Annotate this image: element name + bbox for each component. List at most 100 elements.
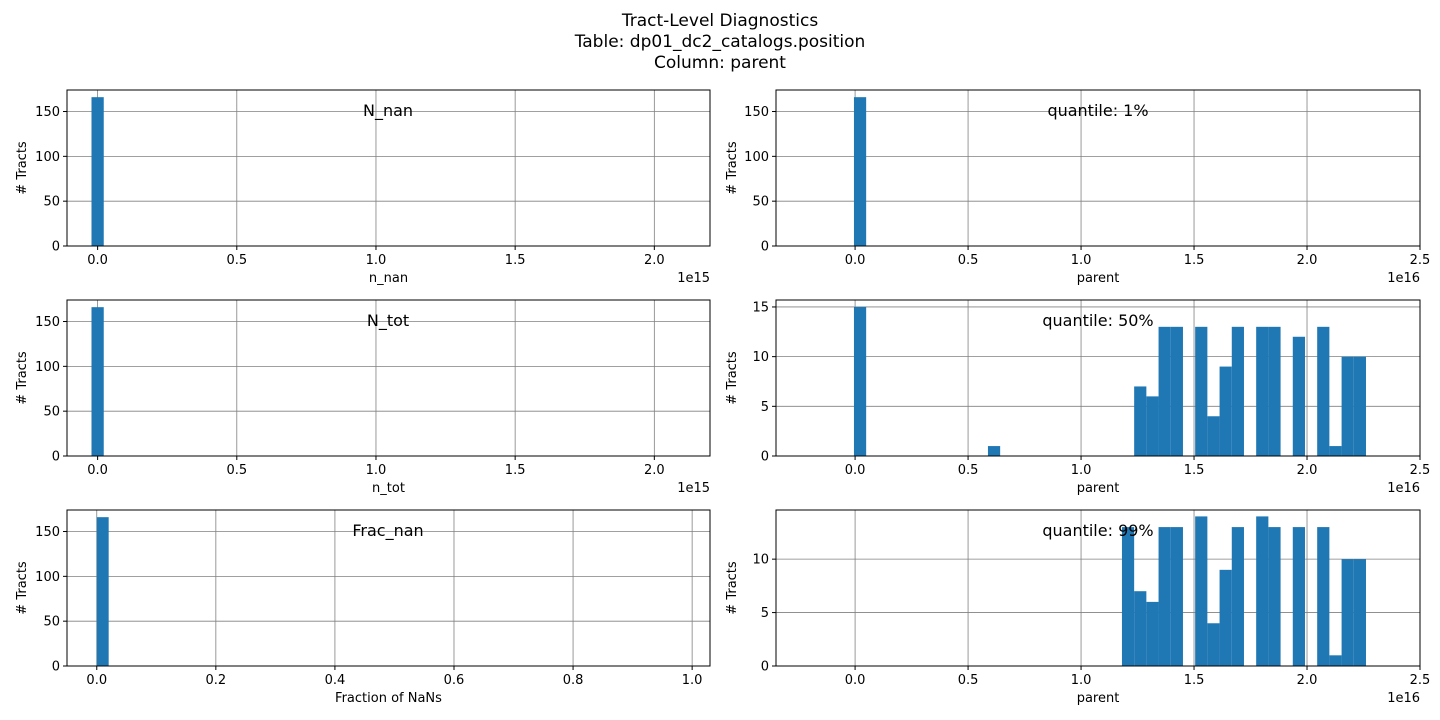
x-tick-label: 2.0 <box>1297 673 1318 688</box>
y-tick-label: 10 <box>752 553 769 568</box>
histogram-bar <box>1268 527 1281 666</box>
x-axis-label: parent <box>1077 481 1120 496</box>
x-tick-label: 0.6 <box>444 673 465 688</box>
histogram-bar <box>1207 416 1220 456</box>
histogram-bar <box>853 97 867 246</box>
histogram-bar <box>1292 336 1305 456</box>
y-tick-label: 50 <box>43 405 60 420</box>
histogram-bar <box>1231 527 1244 666</box>
y-tick-label: 150 <box>35 105 60 120</box>
x-tick-label: 2.0 <box>644 463 665 478</box>
y-tick-label: 5 <box>761 400 769 415</box>
y-axis-label: # Tracts <box>15 141 30 195</box>
x-tick-label: 0.5 <box>958 253 979 268</box>
axes-frame <box>66 89 711 247</box>
histogram-bar <box>1219 569 1232 666</box>
histogram-bar <box>1195 516 1208 666</box>
x-tick-label: 1.0 <box>1071 253 1092 268</box>
y-tick-label: 150 <box>35 315 60 330</box>
histogram-bar <box>1353 559 1366 666</box>
x-offset-label: 1e16 <box>1387 481 1420 496</box>
y-axis-label: # Tracts <box>725 141 740 195</box>
x-tick-label: 1.5 <box>505 253 526 268</box>
histogram-bar <box>1158 527 1171 666</box>
y-axis-label: # Tracts <box>15 561 30 615</box>
histogram-bar <box>1329 446 1342 456</box>
x-tick-label: 1.0 <box>1071 673 1092 688</box>
y-axis-label: # Tracts <box>725 561 740 615</box>
histogram-bar <box>987 446 1001 456</box>
x-tick-label: 2.5 <box>1410 253 1431 268</box>
x-tick-label: 2.0 <box>644 253 665 268</box>
figure-title-line-3: Column: parent <box>654 53 786 73</box>
y-tick-label: 100 <box>744 150 769 165</box>
x-tick-label: 0.0 <box>86 673 107 688</box>
histogram-bar <box>1146 601 1159 666</box>
x-tick-label: 2.5 <box>1410 463 1431 478</box>
histogram-bar <box>1134 591 1147 666</box>
x-tick-label: 0.5 <box>226 463 247 478</box>
histogram-bar <box>1158 326 1171 456</box>
x-offset-label: 1e15 <box>677 481 710 496</box>
histogram-bar <box>1219 366 1232 456</box>
x-tick-label: 0.2 <box>205 673 226 688</box>
x-tick-label: 0.8 <box>563 673 584 688</box>
y-axis-label: # Tracts <box>15 351 30 405</box>
y-tick-label: 15 <box>752 300 769 315</box>
y-tick-label: 50 <box>752 195 769 210</box>
histogram-bar <box>1170 326 1183 456</box>
figure-title-line-1: Tract-Level Diagnostics <box>621 11 819 31</box>
histogram-bar <box>1195 326 1208 456</box>
y-tick-label: 0 <box>52 660 60 675</box>
x-tick-label: 1.5 <box>1184 673 1205 688</box>
panel-n-nan: 0.0 0.5 1.0 1.5 2.0 0 50 100 150 n_nan # Tracts 1e1… <box>15 89 711 286</box>
axes-frame <box>66 509 711 667</box>
histogram-bar <box>91 97 104 246</box>
x-axis-label: parent <box>1077 691 1120 706</box>
axes-frame <box>775 89 1421 247</box>
histogram-bar <box>1134 386 1147 456</box>
axes-frame <box>66 299 711 457</box>
panel-title-frac-nan: Frac_nan <box>352 521 423 541</box>
axes-frame <box>775 509 1421 667</box>
y-axis-label: # Tracts <box>725 351 740 405</box>
x-tick-label: 0.0 <box>845 463 866 478</box>
histogram-bar <box>1207 623 1220 666</box>
panel-quantile-1: 0.0 0.5 1.0 1.5 2.0 2.5 0 50 100 150 parent # Tract… <box>725 89 1431 286</box>
histogram-bar <box>1329 655 1342 666</box>
histogram-bar <box>1317 326 1330 456</box>
x-tick-label: 2.0 <box>1297 253 1318 268</box>
histogram-bar <box>91 307 104 456</box>
histogram-bar <box>1170 527 1183 666</box>
panel-frac-nan: 0.0 0.2 0.4 0.6 0.8 1.0 0 50 100 150 Fraction of N… <box>15 509 711 706</box>
y-tick-label: 0 <box>761 660 769 675</box>
figure-title-line-2: Table: dp01_dc2_catalogs.position <box>574 32 866 52</box>
x-axis-label: parent <box>1077 271 1120 286</box>
panel-title-n-tot: N_tot <box>367 311 409 331</box>
y-tick-label: 100 <box>35 150 60 165</box>
x-tick-label: 0.5 <box>958 463 979 478</box>
histogram-bar <box>853 306 867 456</box>
x-tick-label: 2.5 <box>1410 673 1431 688</box>
histogram-bar <box>1292 527 1305 666</box>
y-tick-label: 100 <box>35 360 60 375</box>
histogram-bar <box>1341 559 1354 666</box>
x-axis-label: n_nan <box>369 271 408 286</box>
panel-title-quantile-99: quantile: 99% <box>1042 521 1153 540</box>
x-offset-label: 1e16 <box>1387 691 1420 706</box>
panel-n-tot: 0.0 0.5 1.0 1.5 2.0 0 50 100 150 n_tot # Tracts 1e1… <box>15 299 711 496</box>
x-tick-label: 0.4 <box>325 673 346 688</box>
histogram-bar <box>1256 326 1269 456</box>
histogram-bar <box>1353 356 1366 456</box>
x-tick-label: 1.5 <box>1184 253 1205 268</box>
panel-quantile-99: 0.0 0.5 1.0 1.5 2.0 2.5 0 5 10 parent # Tracts 1e16… <box>725 509 1431 706</box>
x-axis-label: n_tot <box>372 481 405 496</box>
x-tick-label: 2.0 <box>1297 463 1318 478</box>
histogram-bar <box>1256 516 1269 666</box>
x-tick-label: 0.5 <box>226 253 247 268</box>
axes-frame <box>775 299 1421 457</box>
x-offset-label: 1e16 <box>1387 271 1420 286</box>
histogram-bar <box>1146 396 1159 456</box>
